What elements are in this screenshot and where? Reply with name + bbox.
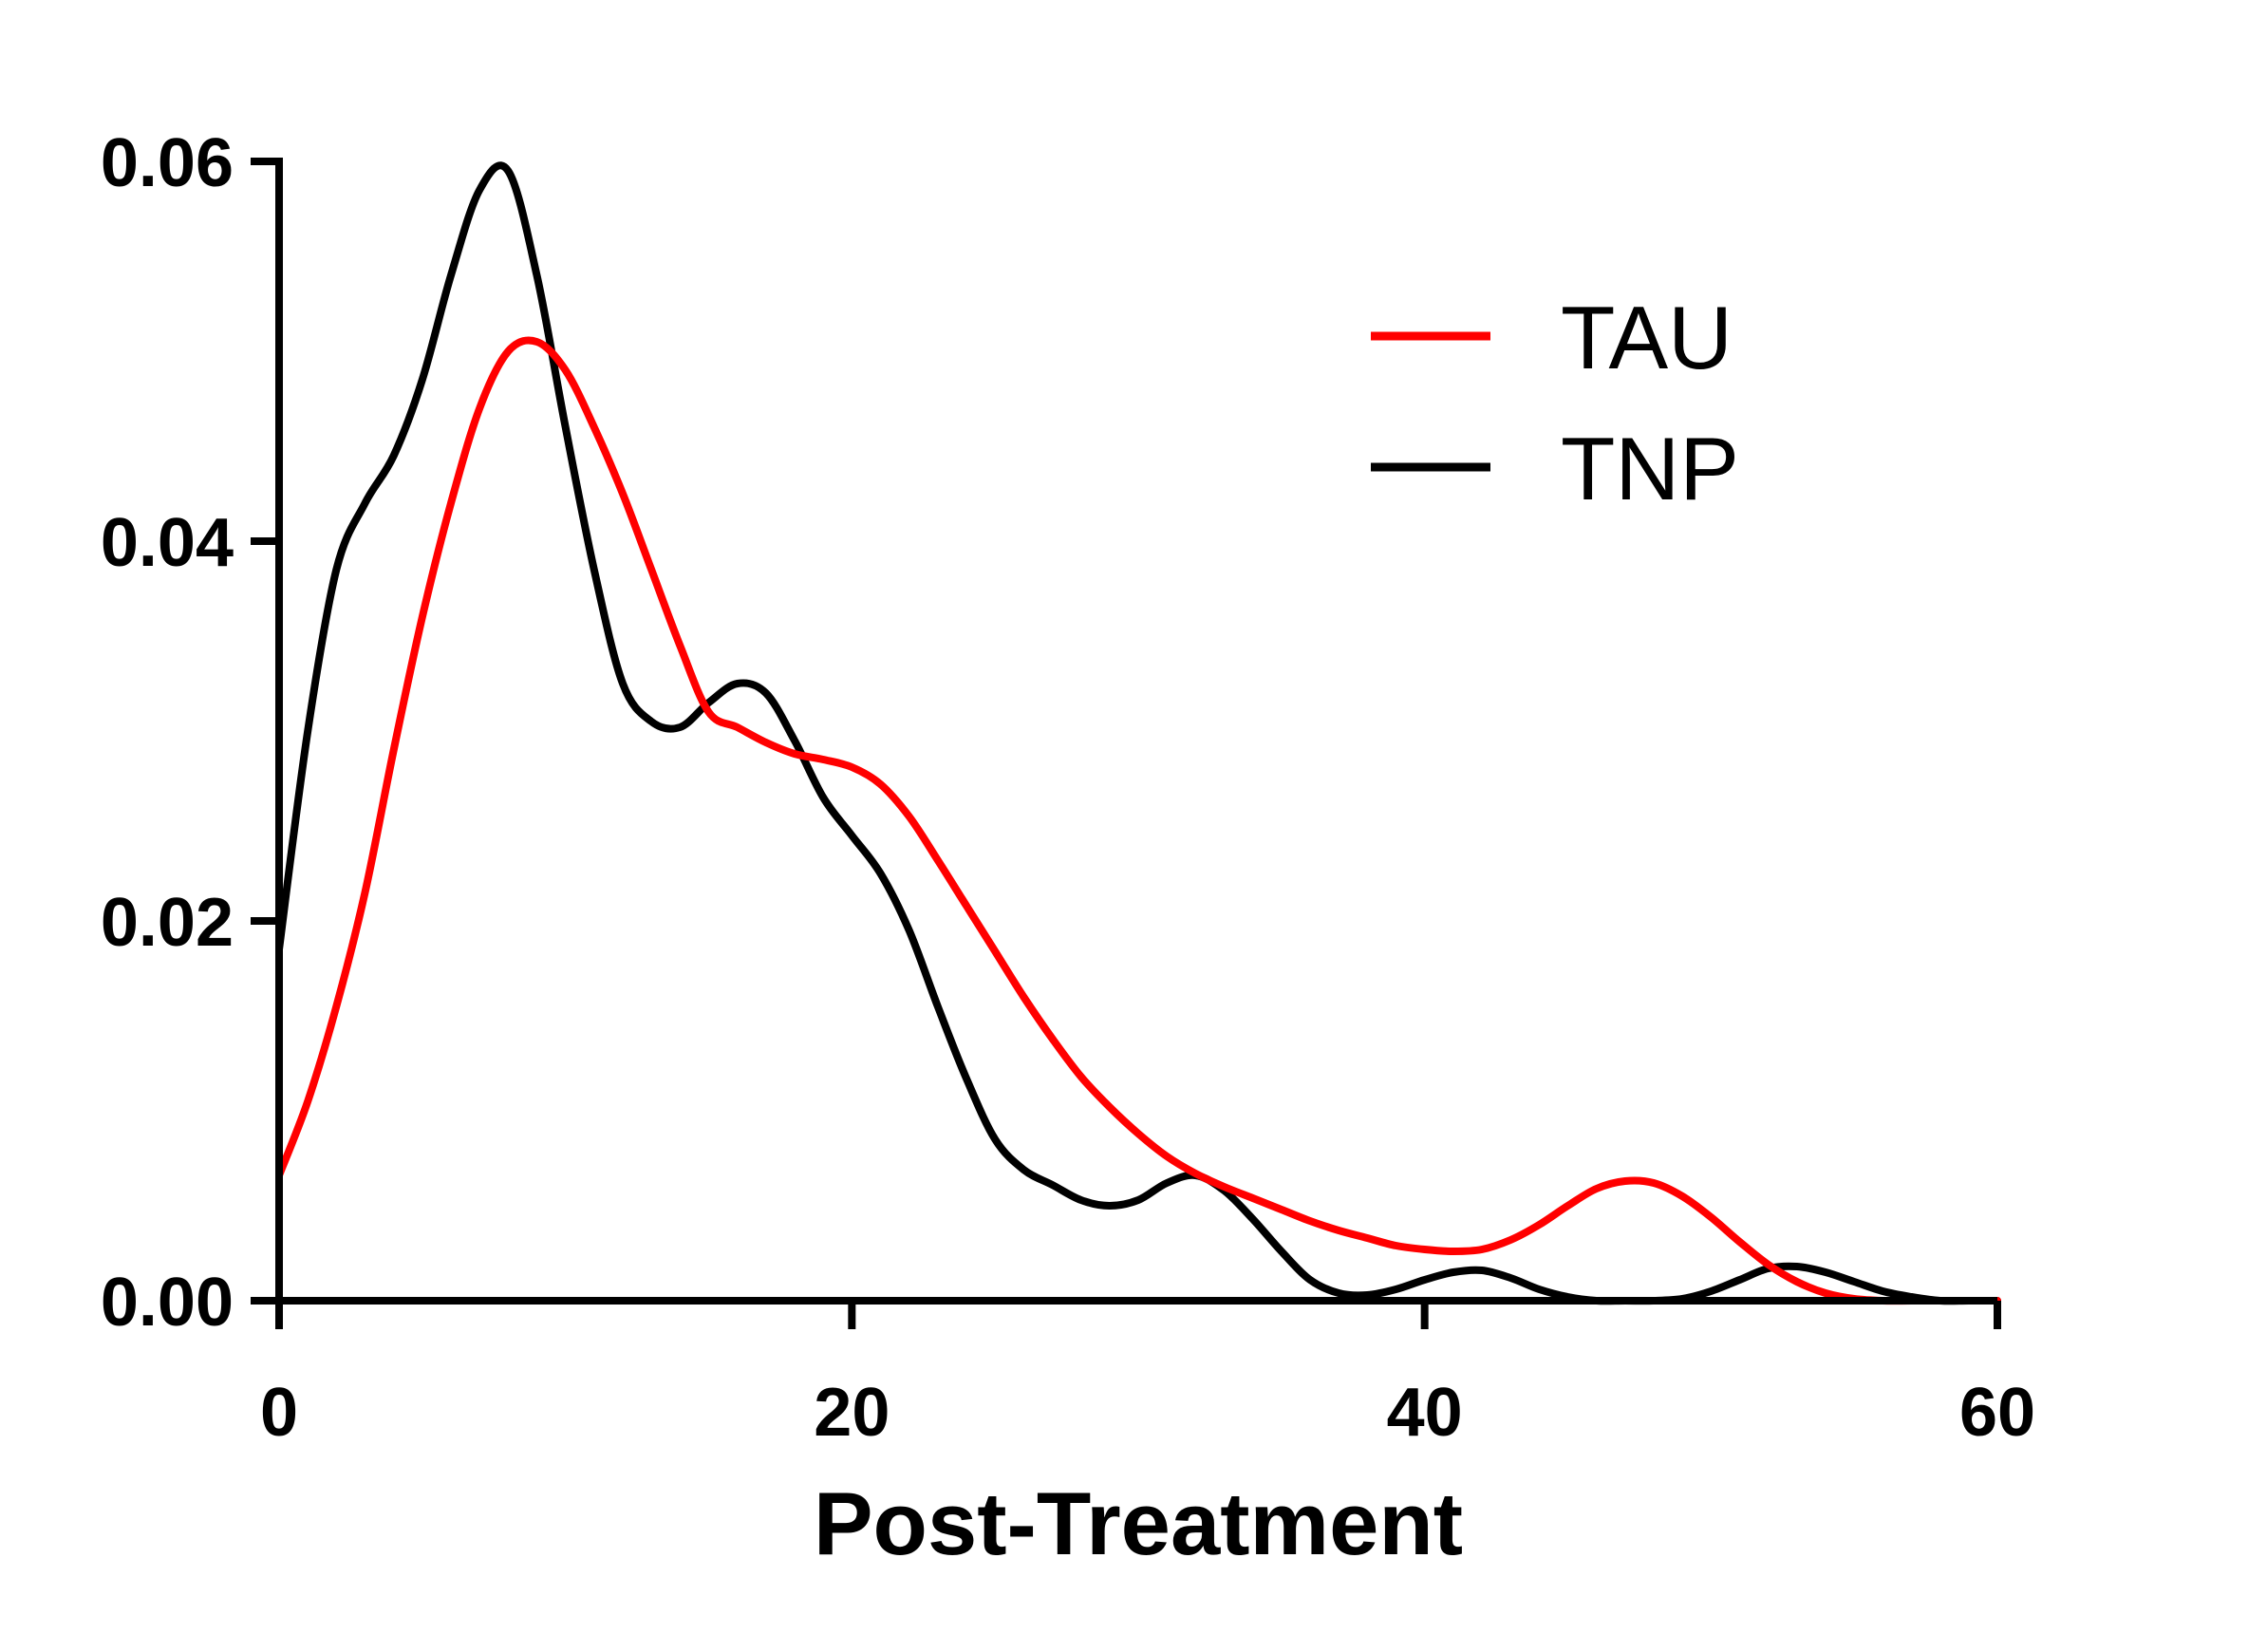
- x-tick-label: 60: [1959, 1375, 2035, 1451]
- legend-label-tau: TAU: [1561, 288, 1733, 387]
- legend: TAU TNP: [1371, 288, 1739, 518]
- y-tick-label: 0.02: [101, 885, 234, 961]
- y-tick-label: 0.04: [101, 505, 234, 581]
- x-tick-label: 20: [814, 1375, 890, 1451]
- plot-series: [275, 161, 2001, 1305]
- y-tick-label: 0.06: [101, 125, 234, 201]
- y-ticks: 0.00 0.02 0.04 0.06: [101, 125, 279, 1341]
- y-tick-label: 0.00: [101, 1265, 234, 1341]
- x-tick-label: 0: [260, 1375, 298, 1451]
- x-ticks: 0 20 40 60: [260, 1301, 2035, 1451]
- legend-label-tnp: TNP: [1561, 419, 1739, 518]
- axes: 0 20 40 60 0.00 0.02 0.04 0.06: [101, 125, 2035, 1451]
- x-axis-title: Post-Treatment: [814, 1474, 1463, 1573]
- x-tick-label: 40: [1387, 1375, 1463, 1451]
- series-line-tau: [275, 336, 2001, 1305]
